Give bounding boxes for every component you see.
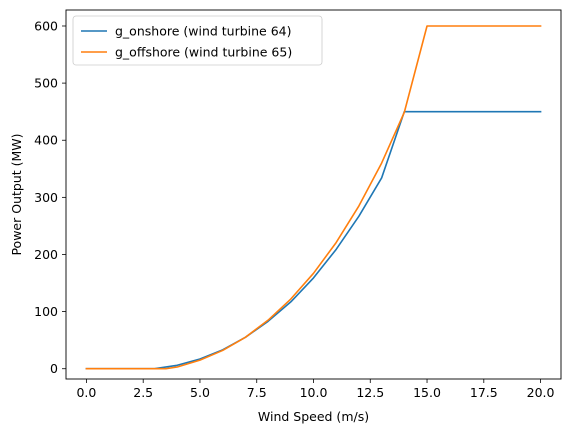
x-tick-label: 17.5 [470, 385, 498, 400]
axes-spines [65, 9, 562, 380]
legend-label: g_onshore (wind turbine 64) [115, 24, 292, 39]
y-tick-label: 300 [34, 190, 58, 205]
plot-frame [65, 9, 562, 380]
x-tick-label: 7.5 [247, 385, 267, 400]
y-tick-label: 0 [50, 361, 58, 376]
x-axis: 0.0 2.5 5.0 7.5 10.0 12.5 15.0 17.5 20.0 [76, 379, 555, 400]
series-layer [85, 25, 542, 370]
y-tick-label: 600 [34, 18, 58, 33]
x-tick-label: 2.5 [133, 385, 153, 400]
series-line-onshore [85, 110, 542, 370]
legend-box [72, 15, 323, 66]
y-tick-label: 400 [34, 133, 58, 148]
y-tick-label: 100 [34, 304, 58, 319]
x-tick-label: 10.0 [300, 385, 328, 400]
series-line-offshore [85, 25, 542, 370]
y-axis-label: Power Output (MW) [9, 133, 24, 255]
x-axis-label: Wind Speed (m/s) [258, 409, 369, 424]
legend: g_onshore (wind turbine 64) g_offshore (w… [72, 15, 323, 66]
y-tick-label: 200 [34, 247, 58, 262]
x-tick-label: 0.0 [76, 385, 96, 400]
x-tick-label: 12.5 [356, 385, 384, 400]
legend-label: g_offshore (wind turbine 65) [115, 45, 292, 60]
x-tick-label: 5.0 [190, 385, 210, 400]
y-tick-label: 500 [34, 76, 58, 91]
x-tick-label: 20.0 [527, 385, 555, 400]
y-axis: 0 100 200 300 400 500 600 [34, 18, 66, 376]
x-tick-label: 15.0 [413, 385, 441, 400]
